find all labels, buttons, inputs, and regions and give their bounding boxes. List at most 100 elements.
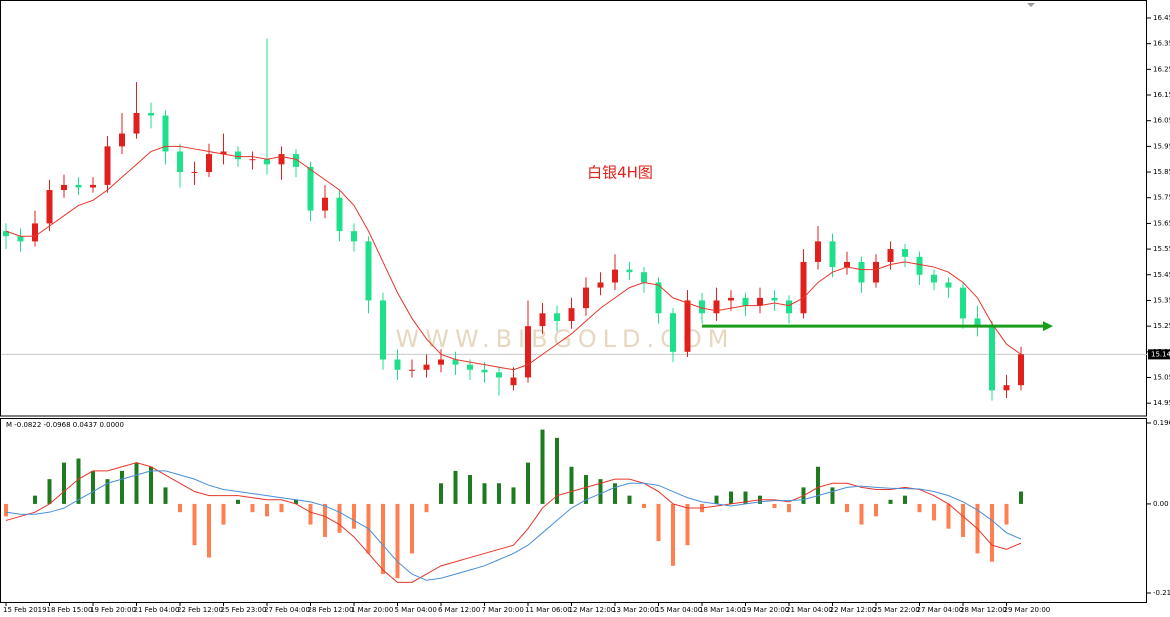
y-tick-label: 15.35 bbox=[1153, 296, 1170, 304]
candle-body bbox=[510, 377, 517, 386]
candle-body bbox=[974, 318, 981, 327]
macd-bar bbox=[352, 503, 356, 529]
candle-body bbox=[32, 223, 38, 242]
candle-body bbox=[583, 287, 589, 309]
candle-body bbox=[786, 300, 792, 314]
candle-body bbox=[612, 269, 618, 283]
x-tick-label: 11 Mar 06:00 bbox=[525, 606, 572, 614]
macd-bar bbox=[555, 437, 559, 504]
macd-bar bbox=[294, 499, 298, 504]
macd-bar bbox=[642, 503, 646, 509]
macd-bar bbox=[4, 503, 8, 517]
macd-bar bbox=[424, 503, 429, 513]
candle-body bbox=[597, 282, 604, 288]
candle-body bbox=[380, 300, 386, 360]
x-tick-label: 21 Feb 04:00 bbox=[134, 606, 180, 614]
arrow-head bbox=[1043, 321, 1053, 332]
candle-body bbox=[699, 300, 705, 314]
macd-bar bbox=[439, 483, 443, 504]
candle-body bbox=[757, 297, 763, 306]
x-tick-label: 21 Mar 04:00 bbox=[786, 606, 833, 614]
candle-body bbox=[641, 272, 647, 283]
macd-bar bbox=[207, 503, 211, 558]
macd-bar bbox=[323, 503, 327, 537]
candle-body bbox=[293, 154, 299, 167]
candle-body bbox=[46, 190, 53, 224]
candle-body bbox=[307, 166, 314, 211]
y-tick-label: 16.35 bbox=[1153, 40, 1170, 48]
macd-bar bbox=[308, 503, 313, 525]
y-tick-label: 15.95 bbox=[1153, 142, 1170, 150]
candle-body bbox=[815, 241, 821, 262]
chart-title: 白银4H图 bbox=[587, 164, 653, 182]
macd-bar bbox=[569, 466, 574, 504]
x-tick-label: 27 Mar 04:00 bbox=[917, 606, 964, 614]
y2-tick-label: -0.2158 bbox=[1153, 589, 1170, 597]
candle-body bbox=[525, 326, 531, 378]
x-tick-label: 22 Feb 12:00 bbox=[177, 606, 223, 614]
y-tick-label: 15.05 bbox=[1153, 373, 1170, 381]
current-price-box bbox=[1148, 349, 1170, 360]
x-tick-label: 19 Mar 20:00 bbox=[743, 606, 790, 614]
macd-line bbox=[5, 470, 1022, 581]
x-tick-label: 12 Mar 12:00 bbox=[569, 606, 616, 614]
x-tick-label: 13 Mar 20:00 bbox=[612, 606, 659, 614]
macd-bar bbox=[540, 429, 545, 504]
candle-body bbox=[61, 184, 67, 191]
macd-panel bbox=[0, 418, 1147, 603]
y-tick-label: 15.45 bbox=[1153, 271, 1170, 279]
candle-body bbox=[989, 326, 995, 391]
candle-body bbox=[771, 297, 778, 301]
candle-body bbox=[322, 197, 328, 211]
x-tick-label: 1 Mar 20:00 bbox=[351, 606, 393, 614]
macd-bar bbox=[91, 470, 95, 504]
y-tick-label: 16.15 bbox=[1153, 91, 1170, 99]
candle-body bbox=[931, 274, 937, 283]
macd-bar bbox=[134, 462, 139, 504]
macd-bar bbox=[192, 503, 197, 546]
y-tick-label: 16.45 bbox=[1153, 14, 1170, 22]
y2-tick-label: 0.196 bbox=[1153, 419, 1170, 427]
macd-bar bbox=[526, 462, 530, 504]
x-tick-label: 29 Mar 20:00 bbox=[1004, 606, 1051, 614]
y2-tick-label: 0.00 bbox=[1153, 500, 1169, 508]
candle-body bbox=[409, 369, 415, 371]
x-tick-label: 18 Feb 15:00 bbox=[47, 606, 93, 614]
candle-body bbox=[887, 249, 894, 262]
macd-bar bbox=[816, 466, 820, 504]
candle-body bbox=[394, 359, 401, 370]
macd-label: M -0.0822 -0.0968 0.0437 0.0000 bbox=[6, 421, 124, 429]
candle-body bbox=[75, 184, 82, 188]
x-tick-label: 15 Mar 04:00 bbox=[656, 606, 703, 614]
candle-body bbox=[1003, 385, 1010, 391]
candle-body bbox=[90, 184, 96, 188]
candle-body bbox=[554, 313, 560, 321]
scroll-marker bbox=[1027, 3, 1035, 7]
macd-bar bbox=[178, 503, 182, 513]
candle-body bbox=[655, 282, 662, 314]
macd-bar bbox=[149, 466, 153, 504]
moving-average bbox=[5, 145, 1022, 371]
macd-bar bbox=[250, 503, 255, 513]
macd-bar bbox=[888, 499, 893, 504]
macd-bar bbox=[120, 470, 124, 504]
y-tick-label: 15.25 bbox=[1153, 322, 1170, 330]
macd-bar bbox=[961, 503, 965, 537]
x-tick-label: 7 Mar 20:00 bbox=[482, 606, 524, 614]
macd-bar bbox=[265, 503, 269, 517]
y-tick-label: 16.05 bbox=[1153, 117, 1170, 125]
candle-body bbox=[684, 300, 691, 352]
candle-body bbox=[800, 261, 807, 314]
candle-body bbox=[119, 133, 125, 147]
macd-bar bbox=[714, 495, 719, 504]
macd-bar bbox=[410, 503, 414, 554]
macd-bar bbox=[395, 503, 400, 579]
candle-body bbox=[481, 369, 488, 373]
x-tick-label: 18 Mar 14:00 bbox=[699, 606, 746, 614]
candle-body bbox=[858, 261, 865, 283]
macd-bar bbox=[497, 483, 501, 504]
candle-body bbox=[873, 261, 879, 283]
candle-body bbox=[206, 154, 212, 173]
x-tick-label: 6 Mar 12:00 bbox=[438, 606, 480, 614]
